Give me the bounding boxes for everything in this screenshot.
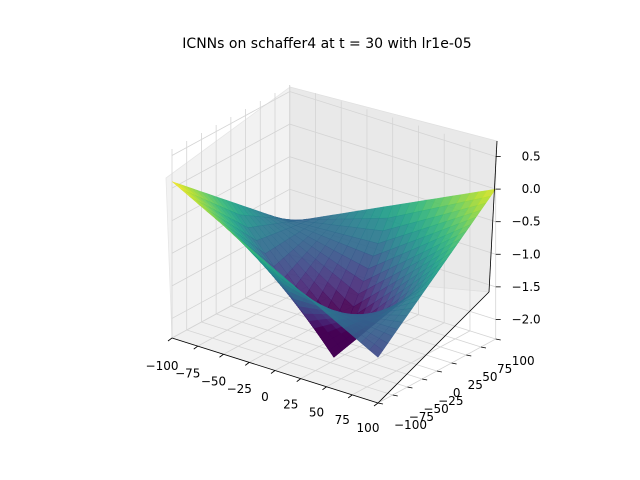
z-tick-label: −0.5 [512, 215, 541, 229]
z-tick-label: 0.5 [522, 150, 541, 164]
x-tick-mark [296, 378, 301, 382]
x-tick-label: 25 [283, 398, 298, 412]
y-tick-label: −25 [438, 394, 463, 408]
z-axis-line [488, 140, 498, 293]
z-grid-line [171, 123, 496, 190]
y-tick-label: 50 [482, 370, 497, 384]
y-tick-mark [392, 394, 398, 397]
y-tick-label: 100 [512, 354, 535, 368]
y-grid-line [274, 93, 482, 348]
z-grid-line [171, 91, 496, 157]
y-axis-line [377, 291, 490, 404]
y-tick-mark [451, 362, 457, 365]
x-tick-label: 100 [357, 421, 380, 435]
y-tick-mark [407, 386, 413, 389]
y-tick-label: 75 [497, 362, 512, 376]
x-tick-mark [322, 386, 327, 391]
y-tick-mark [436, 370, 442, 373]
chart-title: ICNNs on schaffer4 at t = 30 with lr1e-0… [182, 36, 471, 52]
x-tick-mark [167, 337, 173, 342]
y-tick-mark [377, 402, 384, 405]
y-grid-line [215, 125, 423, 380]
grid-lines [171, 85, 497, 404]
y-tick-label: 0 [453, 386, 461, 400]
y-grid-line [186, 141, 393, 396]
z-tick-label: −2.0 [512, 312, 541, 326]
x-tick-mark [219, 353, 224, 358]
surface-patch [369, 343, 384, 358]
x-tick-mark [245, 362, 250, 366]
surface-plot [171, 181, 497, 359]
z-tick-label: 0.0 [522, 182, 541, 196]
x-tick-mark [373, 402, 379, 407]
y-tick-label: −50 [423, 402, 448, 416]
x-tick-mark [193, 345, 198, 350]
x-axis-ticks: −100−75−50−25 0 25 50 75 100 [146, 337, 380, 435]
x-tick-label: −100 [146, 359, 179, 373]
y-tick-mark [480, 346, 487, 349]
y-grid-line [259, 101, 467, 356]
y-tick-mark [466, 354, 472, 357]
x-tick-mark [270, 370, 276, 374]
z-axis-ticks: −2.0 −1.5 −1.0 −0.5 0.0 0.5 [495, 150, 541, 326]
z-tick-label: −1.5 [512, 280, 541, 294]
x-tick-label: 0 [261, 390, 269, 404]
y-grid-line [230, 117, 437, 372]
x-tick-label: 75 [335, 413, 350, 427]
y-tick-mark [495, 338, 501, 341]
x-tick-label: 50 [309, 405, 324, 419]
x-tick-label: −25 [227, 382, 252, 396]
z-tick-label: −1.0 [512, 247, 541, 261]
y-tick-label: −100 [394, 418, 427, 432]
y-tick-label: −75 [409, 410, 434, 424]
y-tick-label: 25 [468, 378, 483, 392]
x-tick-label: −75 [175, 367, 200, 381]
x-tick-label: −50 [201, 374, 226, 388]
y-tick-mark [422, 378, 428, 381]
x-tick-mark [348, 394, 353, 399]
